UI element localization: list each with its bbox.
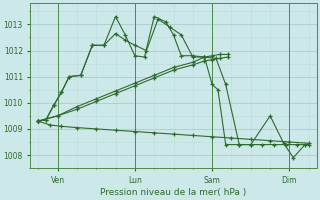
X-axis label: Pression niveau de la mer( hPa ): Pression niveau de la mer( hPa )	[100, 188, 247, 197]
